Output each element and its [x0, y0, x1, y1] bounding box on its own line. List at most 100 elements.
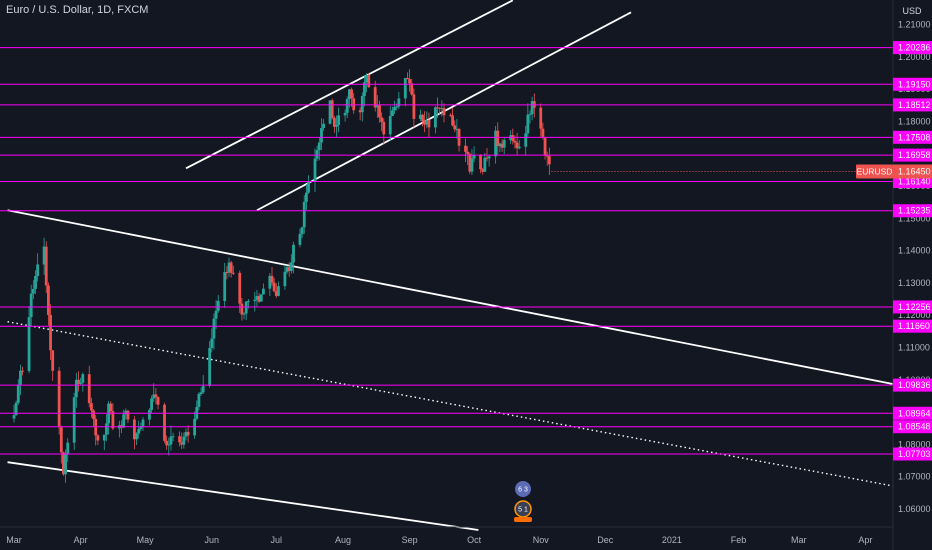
candle-body	[545, 155, 549, 157]
symbol-tag	[856, 164, 893, 179]
candle-body	[199, 392, 203, 394]
level-label: 1.11660	[898, 321, 930, 331]
candle-body	[483, 157, 487, 172]
candle-body	[391, 110, 394, 116]
symbol-tag-label: EURUSD	[857, 166, 893, 176]
price-axis[interactable]: USD1.210001.200001.190001.180001.170001.…	[856, 0, 932, 550]
candle-body	[270, 275, 274, 283]
candle-body	[259, 294, 263, 302]
candle-body	[496, 130, 500, 147]
level-label: 1.19150	[898, 79, 931, 89]
level-label: 1.09836	[898, 380, 931, 390]
candle-body	[515, 142, 519, 149]
candle-body	[335, 124, 338, 127]
level-label-bg	[893, 148, 932, 162]
candle-body	[358, 110, 362, 113]
time-axis[interactable]: Mar Apr May Jun Jul Aug Sep Oct Nov Dec 2021 Feb Mar…	[0, 526, 893, 545]
x-tick-label: 2021	[662, 535, 682, 545]
y-tick-label: 1.21000	[898, 20, 931, 30]
x-tick-label: Jul	[271, 535, 283, 545]
level-label: 1.17508	[898, 132, 931, 142]
candle-body	[12, 415, 16, 419]
candle-body	[92, 410, 95, 420]
candle-body	[137, 428, 141, 434]
candle-body	[77, 379, 80, 384]
event-badge-label: 5 1	[518, 507, 528, 514]
candle-body	[436, 107, 439, 109]
candle-body	[180, 442, 184, 445]
candle-body	[240, 303, 244, 315]
x-tick-label: Jun	[205, 535, 220, 545]
y-tick-label: 1.11000	[898, 343, 930, 353]
candle-body	[434, 107, 437, 128]
candle-body	[277, 286, 280, 296]
candle-body	[51, 350, 55, 371]
candle-body	[257, 296, 261, 302]
candle-body	[66, 442, 70, 454]
candle-body	[378, 105, 381, 118]
candle-body	[305, 192, 308, 202]
candle-body	[332, 117, 336, 127]
candle-body	[124, 410, 128, 415]
level-label-bg	[893, 41, 932, 55]
candle-body	[345, 98, 349, 113]
level-label: 1.20286	[898, 43, 931, 53]
candle-body	[388, 115, 392, 135]
candle-body	[274, 291, 278, 296]
currency-label: USD	[902, 6, 922, 16]
candle-body	[442, 108, 446, 116]
candle-body	[79, 382, 83, 384]
candle-body	[393, 106, 396, 111]
candle-body	[315, 150, 319, 159]
candle-body	[214, 310, 218, 319]
event-badge[interactable]	[515, 481, 531, 497]
candle-body	[511, 135, 515, 141]
candle-body	[298, 233, 302, 245]
x-tick-label: Oct	[467, 535, 482, 545]
candle-body	[150, 398, 153, 410]
candle-body	[410, 83, 414, 95]
level-label: 1.16140	[898, 177, 931, 187]
candle-body	[406, 77, 409, 80]
x-tick-label: May	[137, 535, 155, 545]
level-label: 1.18512	[898, 100, 931, 110]
candle-body	[352, 98, 356, 111]
candle-body	[165, 440, 169, 446]
candle-body	[169, 436, 173, 445]
event-badges[interactable]: 6 3 5 1	[514, 481, 532, 522]
trendlines	[7, 0, 913, 531]
last-price-tag	[893, 164, 932, 179]
candle-body	[268, 275, 272, 289]
candle-body	[313, 158, 317, 182]
candle-body	[350, 89, 353, 99]
candle-body	[62, 452, 65, 475]
candle-body	[485, 157, 489, 159]
candle-body	[547, 156, 551, 165]
trendline[interactable]	[7, 209, 913, 389]
candle-body	[500, 143, 504, 148]
candles	[12, 69, 551, 483]
y-tick-label: 1.13000	[898, 278, 931, 288]
chart-title: Euro / U.S. Dollar, 1D, FXCM	[6, 4, 149, 16]
candle-body	[322, 123, 325, 129]
candle-body	[397, 98, 401, 107]
candle-body	[216, 300, 220, 311]
candle-body	[72, 397, 76, 443]
trendline[interactable]	[7, 461, 479, 531]
y-tick-label: 1.14000	[898, 246, 931, 256]
candle-body	[49, 314, 52, 351]
dotted-trendline[interactable]	[7, 320, 913, 491]
candle-body	[36, 264, 40, 276]
level-label-bg	[893, 77, 932, 91]
level-label: 1.07703	[898, 449, 931, 459]
y-tick-label: 1.18000	[898, 116, 931, 126]
candle-body	[479, 154, 482, 170]
candle-body	[184, 431, 188, 437]
x-tick-label: Apr	[858, 535, 872, 545]
level-label: 1.08964	[898, 408, 931, 418]
candle-body	[225, 272, 229, 274]
y-tick-label: 1.20000	[898, 52, 931, 62]
candle-body	[440, 108, 444, 110]
candle-body	[231, 272, 235, 274]
